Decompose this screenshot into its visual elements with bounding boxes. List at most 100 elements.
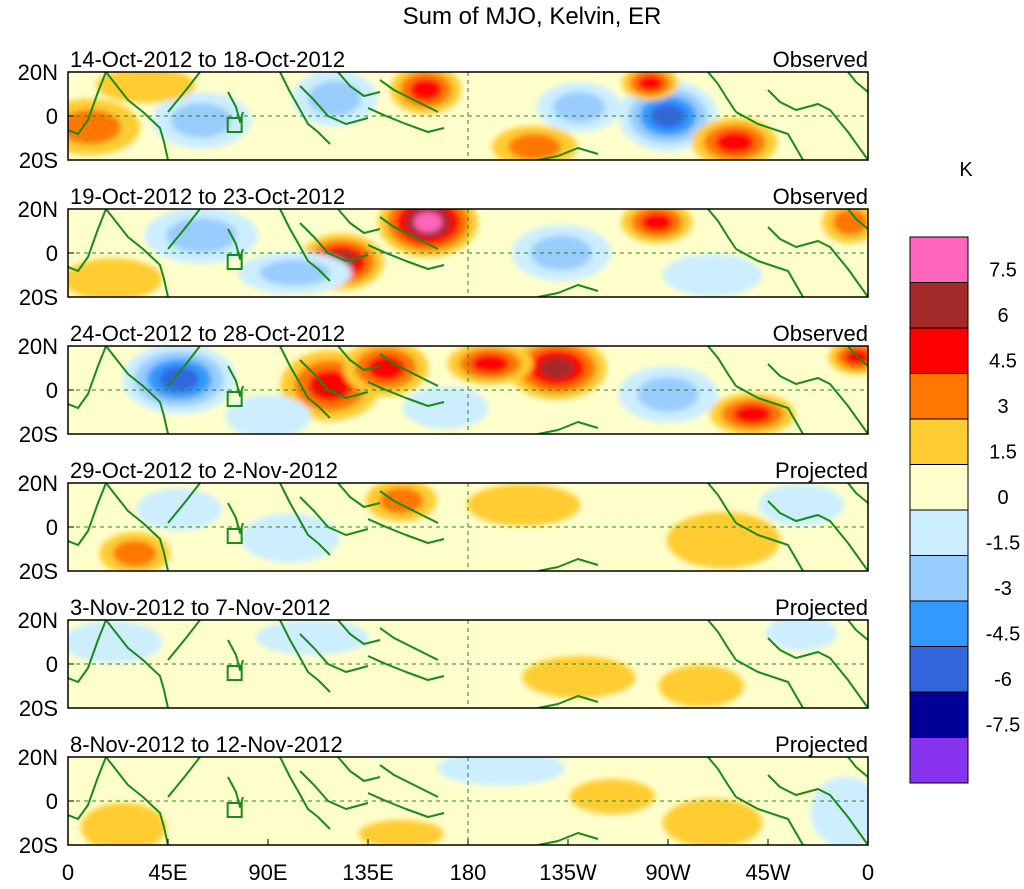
- colorbar-level-label: -3: [994, 578, 1012, 600]
- panel-5: 3-Nov-2012 to 7-Nov-2012 Projected 20N 0 20S: [18, 595, 869, 721]
- coastline: [167, 72, 201, 113]
- coastline: [68, 757, 107, 820]
- panel-4: 29-Oct-2012 to 2-Nov-2012 Projected 20N 0 20…: [18, 458, 869, 584]
- coastline: [847, 346, 868, 367]
- anomaly-contour: [379, 487, 424, 514]
- panel-status-label: Observed: [773, 184, 868, 209]
- coastline: [367, 518, 445, 544]
- coastline: [279, 346, 331, 419]
- coastline: [68, 346, 107, 409]
- y-tick-label: 0: [46, 241, 58, 266]
- coastline: [537, 147, 599, 160]
- x-tick-label: 0: [862, 860, 874, 885]
- anomaly-field: [68, 72, 868, 160]
- colorbar-level-label: 4.5: [989, 351, 1017, 373]
- coastline: [707, 346, 737, 387]
- anomaly-contour: [641, 212, 673, 232]
- y-tick-label: 20S: [19, 559, 58, 584]
- colorbar-swatch: [909, 600, 969, 647]
- colorbar-level-label: 0: [997, 487, 1008, 509]
- coastline: [68, 483, 107, 546]
- chart-title: Sum of MJO, Kelvin, ER: [403, 3, 662, 30]
- target-region-box: [226, 528, 243, 544]
- anomaly-contour: [637, 377, 699, 412]
- colorbar-level-label: -6: [994, 669, 1012, 691]
- coastline: [735, 111, 804, 160]
- panel-status-label: Projected: [775, 732, 868, 757]
- coastline: [279, 483, 331, 556]
- coastline: [379, 490, 439, 524]
- anomaly-contour: [358, 819, 444, 845]
- x-tick-label: 45W: [745, 860, 790, 885]
- coastline: [379, 216, 439, 250]
- coastline: [847, 620, 868, 641]
- anomaly-contour: [437, 757, 566, 786]
- x-tick-label: 0: [62, 860, 74, 885]
- colorbar-swatch: [909, 236, 969, 283]
- colorbar-level-label: 7.5: [989, 260, 1017, 282]
- coastline: [68, 209, 107, 272]
- y-tick-label: 0: [46, 652, 58, 677]
- colorbar-swatch: [909, 373, 969, 420]
- coastline: [105, 72, 169, 160]
- anomaly-contour: [308, 81, 361, 116]
- coastline: [105, 346, 169, 434]
- anomaly-contour: [159, 366, 199, 392]
- anomaly-contour: [112, 540, 157, 567]
- panel-period-label: 14-Oct-2012 to 18-Oct-2012: [70, 47, 345, 72]
- panel-6: 8-Nov-2012 to 12-Nov-2012 Projected 20N 0 20…: [18, 732, 869, 858]
- coastline: [707, 209, 737, 250]
- coastline: [767, 500, 868, 571]
- anomaly-contour: [658, 664, 744, 708]
- anomaly-field: [68, 757, 868, 845]
- anomaly-contour: [666, 512, 781, 569]
- panel-status-label: Projected: [775, 458, 868, 483]
- coastline: [105, 757, 169, 845]
- anomaly-contour: [637, 75, 663, 91]
- coastline: [735, 659, 804, 708]
- x-axis: 0 45E 90E 135E 180 135W 90W 45W 0: [62, 839, 874, 885]
- panel-status-label: Observed: [773, 47, 868, 72]
- anomaly-field: [68, 483, 868, 571]
- coastline: [735, 385, 804, 434]
- anomaly-contour: [255, 620, 370, 656]
- panel-period-label: 29-Oct-2012 to 2-Nov-2012: [70, 458, 338, 483]
- colorbar-level-label: -7.5: [986, 715, 1020, 737]
- target-region-box: [226, 391, 243, 407]
- anomaly-contour: [308, 369, 353, 402]
- coastline: [279, 620, 331, 693]
- y-tick-label: 20S: [19, 696, 58, 721]
- coastline: [337, 757, 381, 782]
- y-tick-label: 0: [46, 789, 58, 814]
- anomaly-contour: [259, 259, 330, 286]
- anomaly-contour: [662, 798, 763, 845]
- panel-2: 19-Oct-2012 to 23-Oct-2012 Observed 20N 0 20…: [18, 184, 869, 310]
- coastline: [367, 107, 445, 133]
- coastline: [367, 792, 445, 818]
- y-tick-label: 20S: [19, 833, 58, 858]
- target-region-box: [226, 665, 243, 681]
- coastline: [167, 757, 201, 798]
- coastline: [105, 620, 169, 708]
- y-tick-label: 20S: [19, 148, 58, 173]
- coastline: [279, 209, 331, 282]
- colorbar-swatch: [909, 691, 969, 738]
- x-tick-label: 45E: [148, 860, 187, 885]
- coastline: [68, 72, 107, 135]
- anomaly-contour: [68, 109, 121, 145]
- colorbar-level-label: 1.5: [989, 442, 1017, 464]
- y-tick-label: 20N: [18, 60, 58, 85]
- coastline: [337, 209, 381, 234]
- panel-status-label: Observed: [773, 321, 868, 346]
- y-tick-label: 20N: [18, 197, 58, 222]
- coastline: [767, 89, 868, 160]
- anomaly-field: [68, 346, 868, 434]
- target-region-box: [226, 254, 243, 270]
- colorbar: K 7.5 6 4.5 3 1.5 0 -1.5 -3 -4.5 -6 -7.5: [909, 159, 1020, 784]
- x-tick-label: 90E: [248, 860, 287, 885]
- coastline: [847, 483, 868, 504]
- coastline: [767, 774, 868, 845]
- anomaly-contour: [522, 656, 636, 699]
- coastline: [767, 226, 868, 297]
- coastline: [707, 72, 737, 113]
